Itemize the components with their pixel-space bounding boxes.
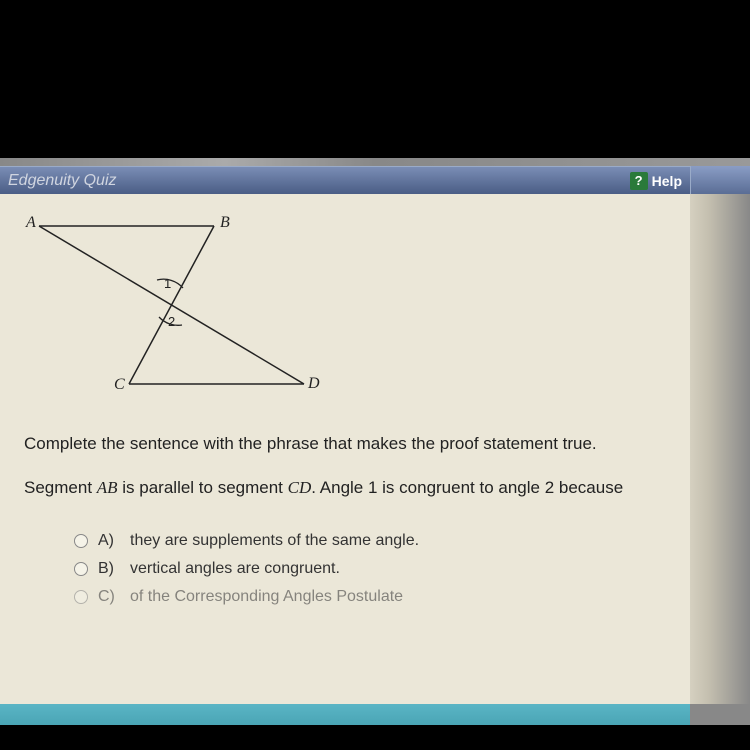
app-title: Edgenuity Quiz	[8, 172, 117, 190]
radio-icon	[74, 590, 88, 604]
label-d: D	[308, 375, 320, 393]
label-a: A	[26, 214, 36, 232]
question-text: Complete the sentence with the phrase th…	[24, 432, 666, 456]
stmt-seg1: AB	[97, 478, 118, 497]
help-button[interactable]: ? Help	[630, 172, 682, 190]
statement-text: Segment AB is parallel to segment CD. An…	[24, 476, 666, 500]
black-letterbox-top	[0, 0, 750, 165]
bottom-bar-edge	[690, 704, 750, 725]
option-letter: B)	[98, 560, 120, 578]
option-text: vertical angles are congruent.	[130, 560, 340, 578]
title-bar: Edgenuity Quiz ? Help	[0, 166, 690, 194]
bottom-bar-cutoff	[0, 704, 690, 725]
stmt-prefix: Segment	[24, 478, 97, 497]
segment-ad	[39, 226, 304, 384]
diagram-svg	[24, 214, 314, 404]
radio-icon	[74, 562, 88, 576]
black-letterbox-bottom	[0, 725, 750, 750]
help-icon: ?	[630, 172, 648, 190]
label-angle-1: 1	[164, 276, 171, 291]
help-label: Help	[652, 173, 682, 189]
stmt-mid2: . Angle 1 is congruent to angle 2 becaus…	[311, 478, 623, 497]
browser-chrome-hint	[0, 158, 750, 166]
option-letter: C)	[98, 588, 120, 606]
content-edge-shadow	[690, 194, 750, 704]
radio-icon	[74, 534, 88, 548]
option-text: of the Corresponding Angles Postulate	[130, 588, 403, 606]
label-c: C	[114, 376, 125, 394]
stmt-seg2: CD	[288, 478, 312, 497]
geometry-diagram: A B C D 1 2	[24, 214, 314, 404]
content-area: A B C D 1 2 Complete the sentence with t…	[0, 194, 690, 704]
option-text: they are supplements of the same angle.	[130, 532, 419, 550]
option-letter: A)	[98, 532, 120, 550]
label-angle-2: 2	[168, 314, 175, 329]
option-a[interactable]: A) they are supplements of the same angl…	[74, 532, 666, 550]
option-c[interactable]: C) of the Corresponding Angles Postulate	[74, 588, 666, 606]
option-b[interactable]: B) vertical angles are congruent.	[74, 560, 666, 578]
stmt-mid1: is parallel to segment	[118, 478, 288, 497]
answer-options: A) they are supplements of the same angl…	[24, 532, 666, 606]
label-b: B	[220, 214, 230, 232]
title-bar-edge	[690, 166, 750, 194]
